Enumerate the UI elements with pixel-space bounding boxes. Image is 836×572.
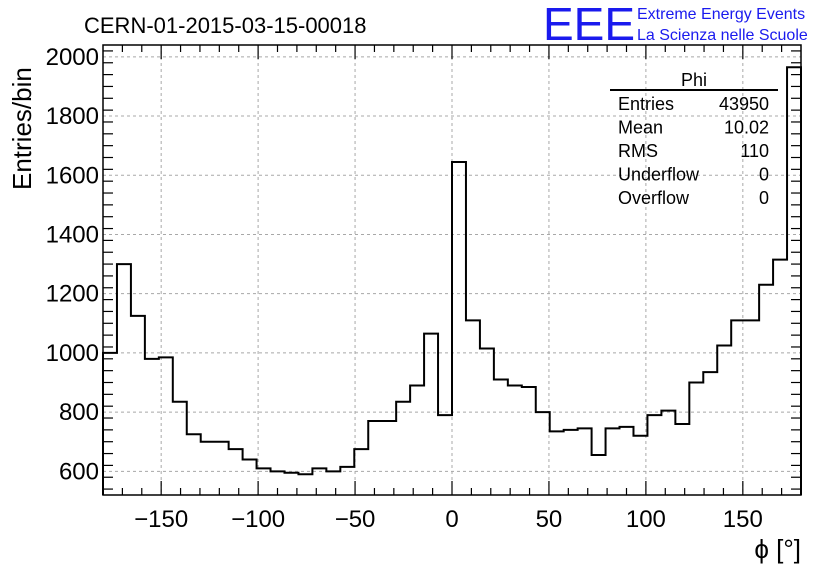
stats-row-value: 0 [759, 188, 769, 208]
y-tick-label: 1800 [46, 103, 99, 130]
stats-row-label: Mean [618, 118, 663, 138]
y-tick-label: 1000 [46, 340, 99, 367]
stats-row-value: 0 [759, 165, 769, 185]
stats-row-value: 10.02 [724, 118, 769, 138]
logo-line-1: Extreme Energy Events [637, 6, 805, 23]
eee-logo: EEE [543, 0, 635, 50]
x-tick-label: −100 [231, 506, 285, 533]
y-axis-label: Entries/bin [7, 67, 37, 190]
x-tick-labels: −150 −100 −50 0 50 100 150 [134, 506, 763, 533]
y-tick-label: 800 [59, 399, 99, 426]
y-tick-label: 1200 [46, 281, 99, 308]
stats-title: Phi [681, 70, 707, 90]
x-tick-label: 150 [723, 506, 763, 533]
x-tick-label: −50 [335, 506, 376, 533]
stats-row-label: Underflow [618, 165, 700, 185]
y-tick-labels: 600 800 1000 1200 1400 1600 1800 2000 [46, 44, 99, 485]
x-axis-label: ϕ [°] [754, 534, 801, 564]
stats-box: Phi Entries 43950 Mean 10.02 RMS 110 Underflow… [610, 70, 778, 208]
y-tick-label: 1400 [46, 221, 99, 248]
x-tick-label: 0 [445, 506, 458, 533]
stats-row-label: RMS [618, 141, 658, 161]
stats-row-label: Overflow [618, 188, 690, 208]
stats-row-value: 43950 [719, 94, 769, 114]
run-title: CERN-01-2015-03-15-00018 [84, 13, 367, 38]
stats-row-label: Entries [618, 94, 674, 114]
x-tick-label: −150 [134, 506, 188, 533]
y-tick-label: 1600 [46, 162, 99, 189]
x-tick-label: 50 [536, 506, 563, 533]
x-tick-label: 100 [626, 506, 666, 533]
histogram-line [102, 66, 802, 495]
logo-line-2: La Scienza nelle Scuole [637, 27, 808, 44]
stats-row-value: 110 [740, 141, 769, 161]
axis-ticks [103, 45, 801, 495]
y-tick-label: 2000 [46, 44, 99, 71]
y-tick-label: 600 [59, 458, 99, 485]
